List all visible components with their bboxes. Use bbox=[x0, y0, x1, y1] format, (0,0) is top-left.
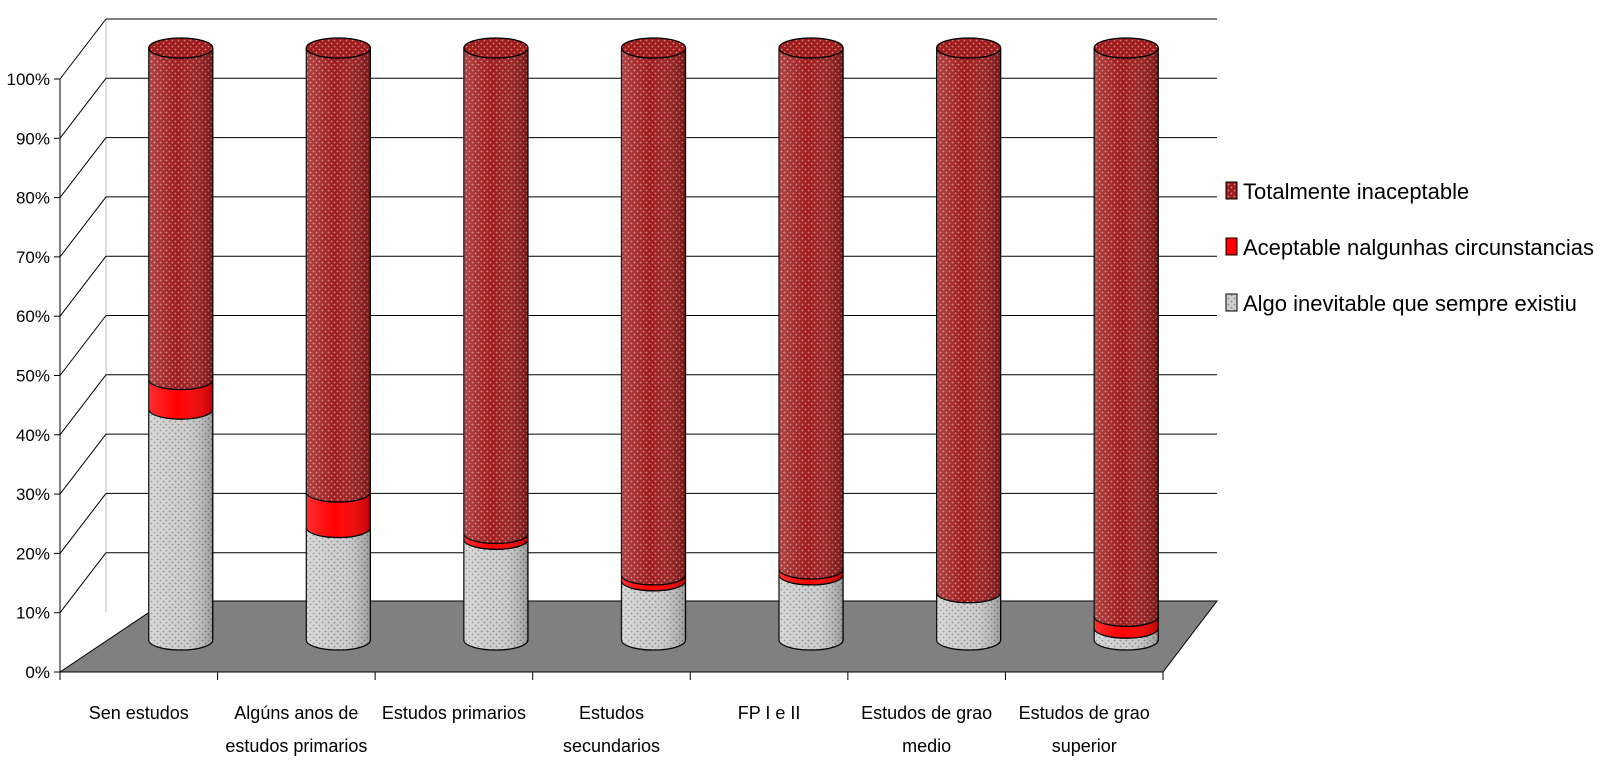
x-category-label-line: Sen estudos bbox=[89, 703, 189, 723]
y-tick-label: 50% bbox=[16, 367, 50, 386]
x-category-label-line: estudos primarios bbox=[225, 736, 367, 756]
gridline-side bbox=[59, 137, 107, 198]
x-category-label: Algúns anos de estudos primarios bbox=[225, 703, 367, 756]
gridline-side bbox=[59, 255, 107, 317]
gridline-side bbox=[59, 374, 107, 436]
bar-segment-shade bbox=[463, 48, 528, 544]
x-category-label-line: Estudos de grao bbox=[861, 703, 992, 723]
bar-segment-shade bbox=[306, 492, 371, 538]
bar-segment-shade bbox=[779, 568, 844, 585]
x-category-label-line: Algúns anos de bbox=[234, 703, 358, 723]
gridline-side bbox=[59, 433, 107, 495]
bar-segment-shade bbox=[463, 533, 528, 550]
bar-top-cap bbox=[463, 37, 529, 59]
bar-stack bbox=[620, 37, 687, 651]
bar-top-cap bbox=[1093, 37, 1159, 59]
x-category-label-line: FP I e II bbox=[738, 703, 801, 723]
gridline-side bbox=[59, 196, 107, 258]
bar-segment-shade bbox=[779, 574, 844, 650]
y-tick-label: 10% bbox=[16, 604, 50, 623]
x-category-label-line: secundarios bbox=[563, 736, 660, 756]
y-tick-label: 60% bbox=[16, 307, 50, 326]
bar-group bbox=[148, 37, 1159, 651]
bar-segment-shade bbox=[621, 580, 686, 650]
bar-segment-shade bbox=[936, 48, 1001, 603]
y-tick-label: 90% bbox=[16, 129, 50, 148]
bar-top-cap bbox=[148, 37, 214, 59]
gridline-side bbox=[59, 552, 107, 614]
x-category-label: Estudos de grao medio bbox=[861, 703, 992, 756]
bar-segment-shade bbox=[621, 48, 686, 585]
x-category-label: Sen estudos bbox=[89, 703, 189, 723]
bar-segment-shade bbox=[779, 48, 844, 579]
x-category-label-line: superior bbox=[1052, 736, 1117, 756]
bar-stack bbox=[1093, 37, 1159, 651]
bar-top-cap bbox=[620, 37, 687, 59]
y-tick-label: 80% bbox=[16, 189, 50, 208]
gridline-side bbox=[59, 18, 107, 80]
y-tick-label: 40% bbox=[16, 426, 50, 445]
x-category-label: FP I e II bbox=[738, 703, 801, 723]
legend-label: Aceptable nalgunhas circunstancias bbox=[1243, 235, 1594, 260]
gridline-side bbox=[59, 315, 107, 376]
bar-segment-shade bbox=[306, 527, 371, 650]
legend-swatch bbox=[1225, 181, 1238, 200]
y-tick-label: 20% bbox=[16, 544, 50, 563]
bar-stack bbox=[305, 37, 372, 651]
x-category-label: Estudos de grao superior bbox=[1019, 703, 1150, 756]
bar-stack bbox=[935, 37, 1002, 651]
bar-segment-shade bbox=[148, 379, 213, 420]
bar-top-cap bbox=[935, 37, 1002, 59]
y-axis: 0% 10% 20% 30% 40% 50% 60% 70% 80% 90% 100% bbox=[7, 70, 60, 682]
bar-stack bbox=[148, 37, 214, 651]
bar-segment-shade bbox=[306, 48, 371, 502]
bar-segment-shade bbox=[621, 574, 686, 591]
legend: Totalmente inaceptable Aceptable nalgunha… bbox=[1225, 179, 1594, 316]
bar-stack bbox=[778, 37, 844, 651]
x-category-label-line: Estudos bbox=[579, 703, 644, 723]
y-tick-label: 30% bbox=[16, 485, 50, 504]
legend-swatch bbox=[1225, 293, 1238, 312]
gridline-side bbox=[59, 493, 107, 554]
x-category-label-line: Estudos primarios bbox=[382, 703, 526, 723]
gridline-side bbox=[59, 77, 107, 139]
y-tick-label: 0% bbox=[25, 663, 50, 682]
bar-top-cap bbox=[305, 37, 372, 59]
x-category-label: Estudos primarios bbox=[382, 703, 526, 723]
x-category-label-line: Estudos de grao bbox=[1019, 703, 1150, 723]
legend-label: Totalmente inaceptable bbox=[1243, 179, 1469, 204]
x-category-label-line: medio bbox=[902, 736, 951, 756]
bar-top-cap bbox=[778, 37, 844, 59]
y-tick-label: 70% bbox=[16, 248, 50, 267]
bar-segment-shade bbox=[1094, 48, 1159, 627]
x-category-label: Estudos secundarios bbox=[563, 703, 660, 756]
bar-segment-shade bbox=[1094, 628, 1159, 650]
bar-segment-shade bbox=[936, 592, 1001, 650]
y-tick-label: 100% bbox=[7, 70, 50, 89]
bar-segment-shade bbox=[148, 409, 213, 650]
bar-segment-shade bbox=[463, 539, 528, 650]
bar-segment-shade bbox=[148, 48, 213, 390]
legend-label: Algo inevitable que sempre existiu bbox=[1243, 291, 1577, 316]
x-axis: Sen estudos Algúns anos de estudos primari… bbox=[59, 671, 1164, 756]
bar-stack bbox=[463, 37, 529, 651]
bar-segment-shade bbox=[1094, 616, 1159, 639]
legend-swatch bbox=[1225, 237, 1238, 256]
